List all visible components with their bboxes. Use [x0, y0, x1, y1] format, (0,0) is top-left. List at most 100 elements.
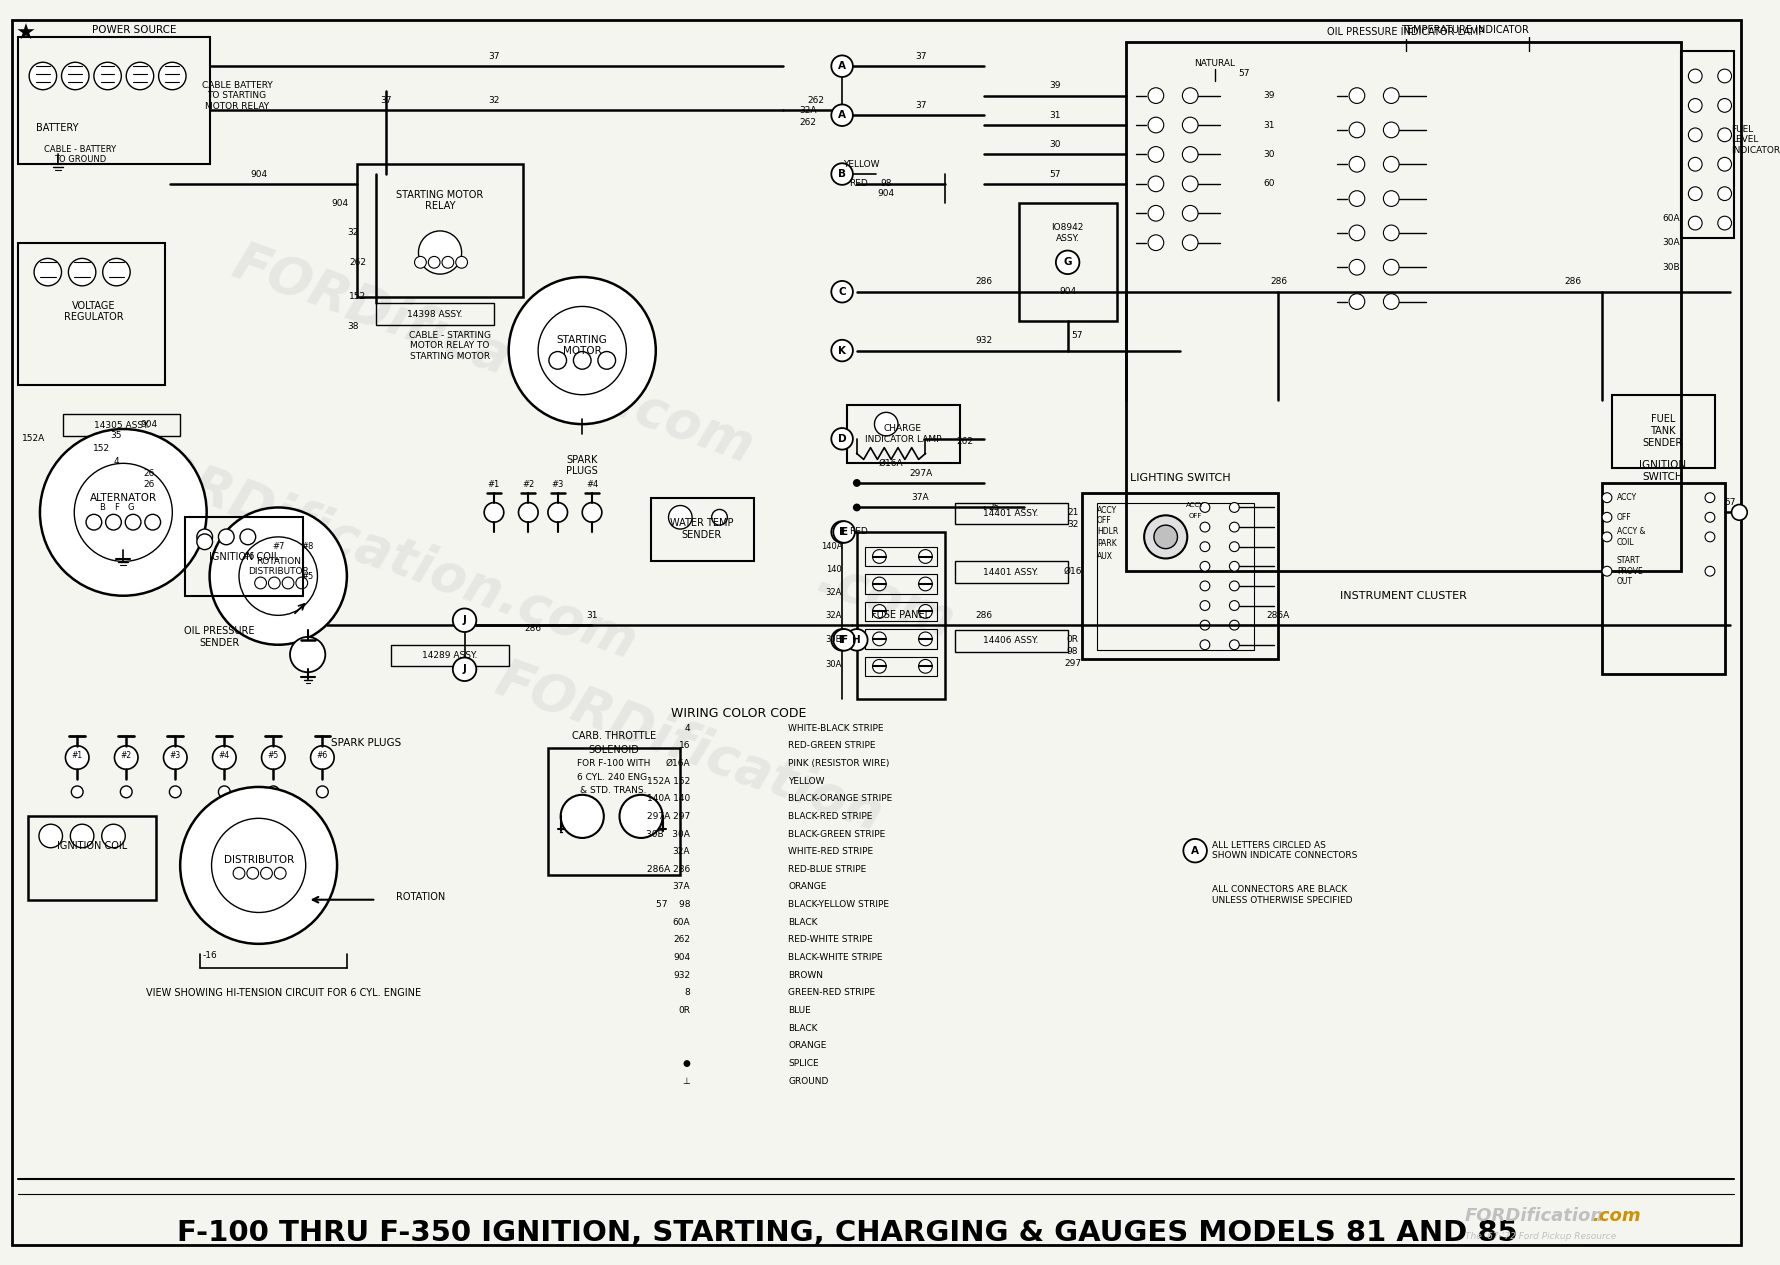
Text: 904: 904: [249, 170, 267, 178]
Text: A: A: [838, 110, 846, 120]
Circle shape: [1200, 601, 1210, 611]
Text: 904: 904: [878, 190, 895, 199]
Circle shape: [619, 794, 662, 837]
Text: RED-BLUE STRIPE: RED-BLUE STRIPE: [789, 865, 867, 874]
Text: 32: 32: [1066, 520, 1079, 529]
Text: OIL PRESSURE
SENDER: OIL PRESSURE SENDER: [183, 626, 255, 648]
Text: FUEL
LEVEL
INDICATOR: FUEL LEVEL INDICATOR: [1732, 125, 1780, 154]
Circle shape: [1182, 176, 1198, 192]
Text: #1: #1: [488, 481, 500, 490]
Circle shape: [219, 786, 230, 798]
Circle shape: [1182, 118, 1198, 133]
Circle shape: [1230, 581, 1239, 591]
Bar: [954, 502, 1068, 524]
Text: 297A: 297A: [910, 468, 933, 478]
Text: 30: 30: [1048, 140, 1061, 149]
Circle shape: [1145, 515, 1187, 558]
Text: BLUE: BLUE: [789, 1006, 812, 1015]
Text: #6: #6: [317, 751, 328, 760]
Circle shape: [712, 510, 728, 525]
Circle shape: [833, 629, 854, 650]
Text: BLACK-YELLOW STRIPE: BLACK-YELLOW STRIPE: [789, 901, 890, 910]
Text: HDLR: HDLR: [1096, 528, 1118, 536]
Circle shape: [1383, 87, 1399, 104]
Text: NATURAL: NATURAL: [1194, 58, 1235, 68]
Circle shape: [28, 62, 57, 90]
Text: ACCY: ACCY: [1185, 501, 1205, 507]
Text: STARTING
MOTOR: STARTING MOTOR: [557, 335, 607, 357]
Circle shape: [831, 629, 853, 650]
Text: FORDification: FORDification: [490, 654, 892, 842]
Text: WATER TEMP
SENDER: WATER TEMP SENDER: [669, 519, 733, 540]
Text: 57    98: 57 98: [655, 901, 691, 910]
Circle shape: [831, 521, 853, 543]
Text: ROTATION
DISTRIBUTOR: ROTATION DISTRIBUTOR: [247, 557, 308, 576]
Circle shape: [1182, 87, 1198, 104]
Circle shape: [518, 502, 538, 522]
Text: F: F: [114, 503, 119, 512]
Circle shape: [429, 257, 440, 268]
Text: 286A: 286A: [1267, 611, 1290, 620]
Circle shape: [1705, 493, 1714, 502]
Circle shape: [1153, 525, 1178, 549]
Circle shape: [1689, 187, 1702, 201]
Text: WHITE-RED STRIPE: WHITE-RED STRIPE: [789, 848, 874, 856]
Circle shape: [1182, 235, 1198, 250]
Text: FORDification: FORDification: [1465, 1208, 1604, 1226]
Circle shape: [1689, 216, 1702, 230]
Text: SPARK PLUGS: SPARK PLUGS: [331, 737, 402, 748]
Circle shape: [1689, 99, 1702, 113]
Bar: [18, 243, 166, 385]
Bar: [1096, 502, 1253, 650]
Text: YELLOW: YELLOW: [789, 777, 824, 786]
Text: LIGHTING SWITCH: LIGHTING SWITCH: [1130, 473, 1230, 483]
Text: POWER SOURCE: POWER SOURCE: [93, 25, 176, 35]
Text: ROTATION: ROTATION: [395, 892, 445, 902]
Text: 37: 37: [915, 101, 926, 110]
Circle shape: [538, 306, 627, 395]
Text: 37: 37: [915, 52, 926, 61]
Text: FORDification.com: FORDification.com: [226, 237, 762, 474]
Text: FUEL
TANK
SENDER: FUEL TANK SENDER: [1643, 415, 1684, 448]
Text: 904: 904: [331, 199, 349, 207]
Text: 262: 262: [956, 438, 974, 447]
Bar: [376, 304, 495, 325]
Circle shape: [1349, 191, 1365, 206]
Text: IGNITION COIL: IGNITION COIL: [208, 552, 279, 562]
Circle shape: [260, 868, 272, 879]
Text: WIRING COLOR CODE: WIRING COLOR CODE: [671, 707, 806, 720]
Text: 38: 38: [347, 321, 358, 330]
Text: 26: 26: [142, 481, 155, 490]
Circle shape: [1148, 176, 1164, 192]
Circle shape: [1349, 293, 1365, 310]
Text: 904: 904: [141, 420, 157, 429]
Circle shape: [1230, 562, 1239, 572]
Circle shape: [853, 479, 862, 487]
Circle shape: [1200, 581, 1210, 591]
Circle shape: [85, 515, 101, 530]
Circle shape: [1383, 225, 1399, 240]
Circle shape: [283, 577, 294, 589]
Text: J: J: [463, 615, 466, 625]
Text: 152A: 152A: [21, 434, 44, 443]
Text: 32: 32: [488, 96, 500, 105]
Text: 98: 98: [881, 180, 892, 188]
Text: RED-WHITE STRIPE: RED-WHITE STRIPE: [789, 935, 872, 945]
Text: Ø16A: Ø16A: [666, 759, 691, 768]
Text: BLACK-GREEN STRIPE: BLACK-GREEN STRIPE: [789, 830, 885, 839]
Text: .com: .com: [1593, 1208, 1641, 1226]
Text: IO8942
ASSY.: IO8942 ASSY.: [1052, 223, 1084, 243]
Text: 21: 21: [1066, 507, 1079, 517]
Text: IGNITION COIL: IGNITION COIL: [57, 841, 126, 851]
Circle shape: [75, 463, 173, 562]
Circle shape: [833, 521, 854, 543]
Circle shape: [872, 632, 886, 645]
Text: B: B: [838, 170, 846, 180]
Text: BROWN: BROWN: [789, 970, 822, 979]
Text: 262: 262: [806, 96, 824, 105]
Text: #4: #4: [586, 481, 598, 490]
Text: BLACK: BLACK: [789, 918, 817, 927]
Text: RED: RED: [849, 528, 867, 536]
Text: 262: 262: [673, 935, 691, 945]
Circle shape: [573, 352, 591, 369]
